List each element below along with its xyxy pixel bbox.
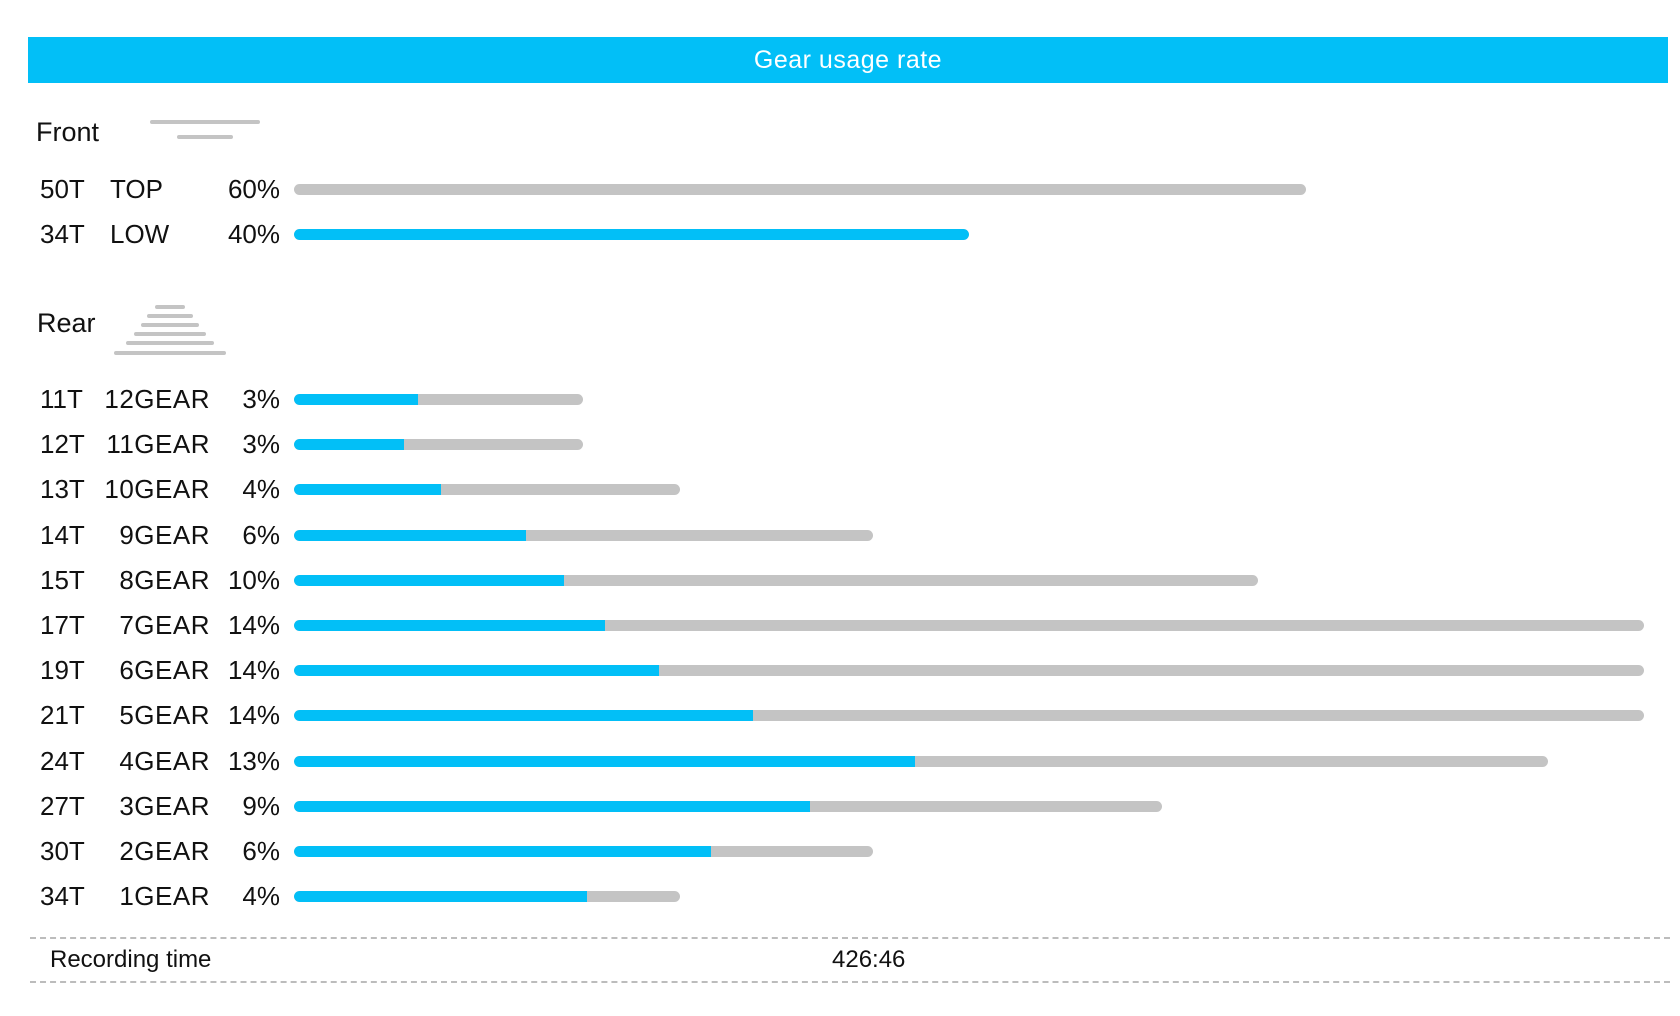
gear-teeth: 14T xyxy=(40,520,85,550)
gear-percentage: 9% xyxy=(242,791,280,821)
gear-percentage: 40% xyxy=(227,219,280,249)
rear-gear-row: 17T 7GEAR 14% xyxy=(0,607,1680,643)
rear-gear-row: 15T 8GEAR 10% xyxy=(0,562,1680,598)
usage-bar-fill xyxy=(294,756,915,767)
usage-bar-fill xyxy=(294,229,969,240)
usage-bar-track xyxy=(294,439,583,450)
gear-name: 5GEAR xyxy=(119,700,210,730)
gear-teeth: 24T xyxy=(40,746,85,776)
gear-teeth: 11T xyxy=(40,384,83,414)
usage-bar-fill xyxy=(294,394,419,405)
usage-bar-track xyxy=(294,575,1258,586)
usage-bar-track xyxy=(294,184,1306,195)
rear-section-label: Rear xyxy=(37,308,96,338)
usage-bar-fill xyxy=(294,439,404,450)
rear-cassette-icon xyxy=(114,305,226,357)
gear-teeth: 34T xyxy=(40,881,85,911)
usage-bar-track xyxy=(294,801,1162,812)
usage-bar-fill xyxy=(294,484,441,495)
gear-percentage: 10% xyxy=(227,565,280,595)
gear-teeth: 34T xyxy=(40,219,85,249)
recording-time-row: Recording time 426:46 xyxy=(30,937,1670,983)
page-title: Gear usage rate xyxy=(753,45,943,74)
gear-name: 6GEAR xyxy=(119,655,210,685)
usage-bar-track xyxy=(294,846,873,857)
gear-teeth: 21T xyxy=(40,700,85,730)
gear-percentage: 3% xyxy=(242,384,280,414)
front-gear-row: 50T TOP 60% xyxy=(0,171,1680,207)
front-gear-row: 34T LOW 40% xyxy=(0,216,1680,252)
usage-bar-fill xyxy=(294,710,753,721)
rear-gear-row: 12T 11GEAR 3% xyxy=(0,426,1680,462)
rear-gear-row: 13T 10GEAR 4% xyxy=(0,471,1680,507)
gear-percentage: 14% xyxy=(227,655,280,685)
gear-percentage: 14% xyxy=(227,610,280,640)
title-bar: Gear usage rate xyxy=(28,37,1668,83)
rear-gear-row: 27T 3GEAR 9% xyxy=(0,788,1680,824)
rear-gear-row: 30T 2GEAR 6% xyxy=(0,833,1680,869)
gear-teeth: 27T xyxy=(40,791,85,821)
usage-bar-track xyxy=(294,620,1644,631)
front-section-label: Front xyxy=(36,117,100,147)
gear-name: TOP xyxy=(110,174,163,204)
usage-bar-fill xyxy=(294,620,605,631)
usage-bar-fill xyxy=(294,846,711,857)
gear-teeth: 19T xyxy=(40,655,85,685)
usage-bar-fill xyxy=(294,575,564,586)
gear-name: 12GEAR xyxy=(104,384,210,414)
recording-time-label: Recording time xyxy=(50,946,212,973)
usage-bar-fill xyxy=(294,530,526,541)
rear-gear-row: 14T 9GEAR 6% xyxy=(0,517,1680,553)
gear-percentage: 14% xyxy=(227,700,280,730)
usage-bar-fill xyxy=(294,801,811,812)
gear-percentage: 6% xyxy=(242,836,280,866)
rear-gear-row: 19T 6GEAR 14% xyxy=(0,652,1680,688)
gear-name: 3GEAR xyxy=(119,791,210,821)
gear-teeth: 15T xyxy=(40,565,85,595)
gear-teeth: 12T xyxy=(40,429,85,459)
usage-bar-fill xyxy=(294,665,659,676)
gear-percentage: 13% xyxy=(227,746,280,776)
gear-name: 1GEAR xyxy=(119,881,210,911)
usage-bar-track xyxy=(294,710,1644,721)
rear-gear-row: 11T 12GEAR 3% xyxy=(0,381,1680,417)
gear-percentage: 4% xyxy=(242,881,280,911)
gear-teeth: 13T xyxy=(40,474,85,504)
usage-bar-track xyxy=(294,756,1548,767)
usage-bar-track xyxy=(294,229,969,240)
gear-name: 7GEAR xyxy=(119,610,210,640)
gear-percentage: 3% xyxy=(242,429,280,459)
gear-percentage: 6% xyxy=(242,520,280,550)
gear-name: 2GEAR xyxy=(119,836,210,866)
gear-teeth: 30T xyxy=(40,836,85,866)
usage-bar-track xyxy=(294,530,873,541)
gear-percentage: 60% xyxy=(227,174,280,204)
gear-teeth: 17T xyxy=(40,610,85,640)
usage-bar-track xyxy=(294,891,680,902)
gear-name: 10GEAR xyxy=(104,474,210,504)
gear-name: 11GEAR xyxy=(106,429,210,459)
gear-name: 8GEAR xyxy=(119,565,210,595)
gear-teeth: 50T xyxy=(40,174,85,204)
gear-name: LOW xyxy=(110,219,170,249)
usage-bar-track xyxy=(294,484,680,495)
gear-percentage: 4% xyxy=(242,474,280,504)
gear-name: 4GEAR xyxy=(119,746,210,776)
rear-gear-row: 34T 1GEAR 4% xyxy=(0,878,1680,914)
recording-time-value: 426:46 xyxy=(832,946,906,973)
usage-bar-fill xyxy=(294,891,588,902)
usage-bar-track xyxy=(294,394,583,405)
rear-gear-row: 21T 5GEAR 14% xyxy=(0,697,1680,733)
rear-gear-row: 24T 4GEAR 13% xyxy=(0,743,1680,779)
front-chainring-icon xyxy=(150,120,260,142)
gear-name: 9GEAR xyxy=(119,520,210,550)
usage-bar-track xyxy=(294,665,1644,676)
